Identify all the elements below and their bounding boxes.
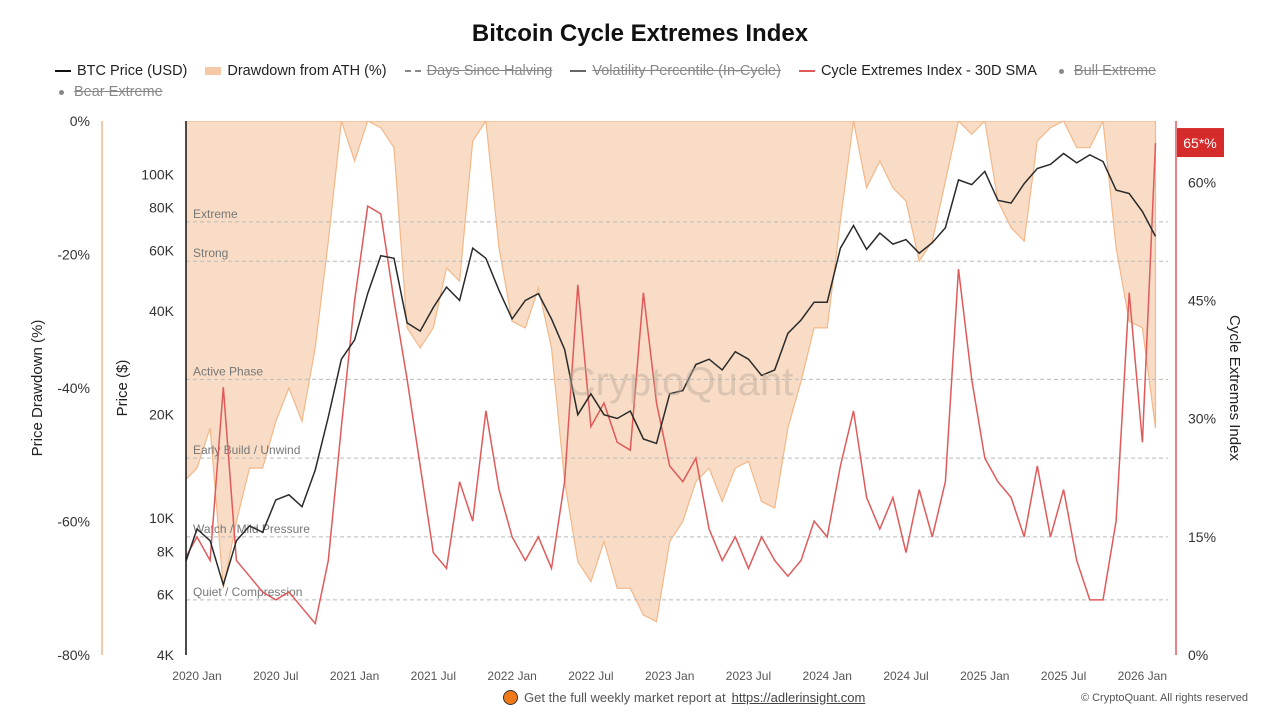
x-tick-label: 2022 Jan: [487, 669, 536, 683]
price-tick-label: 60K: [149, 243, 175, 259]
drawdown-tick-label: -20%: [57, 247, 90, 263]
drawdown-axis-title: Price Drawdown (%): [29, 320, 46, 457]
price-tick-label: 6K: [157, 586, 175, 602]
price-tick-label: 4K: [157, 647, 175, 663]
legend-row-2: Bear Extreme: [55, 84, 163, 100]
price-tick-label: 10K: [149, 510, 175, 526]
copyright: © CryptoQuant. All rights reserved: [1080, 692, 1248, 704]
price-tick-label: 80K: [149, 200, 175, 216]
threshold-label: Watch / Mild Pressure: [193, 522, 310, 536]
legend-label: BTC Price (USD): [77, 63, 188, 79]
footer-link[interactable]: https://adlerinsight.com: [731, 690, 866, 705]
line-swatch-icon: [798, 70, 815, 72]
chart-title: Bitcoin Cycle Extremes Index: [471, 20, 809, 47]
logo-dot-icon: [503, 690, 518, 705]
legend-label: Bull Extreme: [1073, 63, 1157, 79]
index-tick-label: 45%: [1188, 293, 1216, 309]
cycle-extremes-index-line: [186, 143, 1157, 626]
threshold-label: Active Phase: [193, 364, 263, 378]
price-tick-label: 20K: [149, 407, 175, 423]
price-tick-label: 8K: [157, 544, 175, 560]
legend: BTC Price (USD) Drawdown from ATH (%) Da…: [55, 63, 1156, 79]
area-swatch-icon: [205, 67, 222, 75]
footer: Get the full weekly market report at htt…: [503, 690, 865, 705]
price-axis-title: Price ($): [114, 360, 131, 417]
watermark: CryptoQuant: [567, 360, 794, 404]
threshold-label: Early Build / Unwind: [193, 443, 300, 457]
legend-item-days-since-halving[interactable]: Days Since Halving: [404, 63, 553, 79]
legend-label: Volatility Percentile (In-Cycle): [592, 63, 781, 79]
x-tick-label: 2024 Jul: [883, 669, 928, 683]
current-value-badge: [1177, 128, 1224, 158]
legend-label: Drawdown from ATH (%): [227, 63, 387, 79]
drawdown-tick-label: -60%: [57, 514, 90, 530]
x-tick-label: 2021 Jan: [330, 669, 379, 683]
drawdown-area: [186, 121, 1157, 623]
dot-swatch-icon: [59, 89, 64, 95]
x-tick-label: 2023 Jan: [645, 669, 694, 683]
threshold-label: Quiet / Compression: [193, 585, 302, 599]
index-axis-title: Cycle Extremes Index: [1226, 315, 1243, 461]
legend-label: Bear Extreme: [74, 84, 163, 100]
x-tick-label: 2020 Jan: [172, 669, 221, 683]
legend-item-bear-extreme[interactable]: Bear Extreme: [55, 84, 163, 100]
x-tick-label: 2024 Jan: [803, 669, 852, 683]
threshold-label: Extreme: [193, 207, 238, 221]
legend-label: Cycle Extremes Index - 30D SMA: [820, 63, 1037, 79]
legend-item-btc-price[interactable]: BTC Price (USD): [55, 63, 187, 79]
dot-swatch-icon: [1058, 68, 1064, 74]
x-tick-label: 2026 Jan: [1118, 669, 1167, 683]
legend-item-drawdown[interactable]: Drawdown from ATH (%): [205, 63, 387, 79]
threshold-label: Strong: [193, 246, 228, 260]
x-tick-label: 2025 Jan: [960, 669, 1009, 683]
x-tick-label: 2025 Jul: [1041, 669, 1086, 683]
legend-label: Days Since Halving: [426, 63, 553, 79]
index-tick-label: 30%: [1188, 411, 1216, 427]
legend-item-bull-extreme[interactable]: Bull Extreme: [1055, 63, 1156, 79]
footer-text: Get the full weekly market report at: [524, 690, 726, 705]
line-swatch-icon: [55, 70, 71, 72]
current-value-badge-label: 65*%: [1183, 135, 1216, 151]
x-tick-label: 2022 Jul: [568, 669, 613, 683]
drawdown-tick-label: -40%: [57, 380, 90, 396]
x-tick-label: 2021 Jul: [411, 669, 456, 683]
btc-price-line: [186, 152, 1157, 588]
line-swatch-icon: [570, 70, 587, 72]
price-tick-label: 100K: [141, 166, 174, 182]
legend-item-volatility-percentile[interactable]: Volatility Percentile (In-Cycle): [570, 63, 781, 79]
index-tick-label: 60%: [1188, 174, 1216, 190]
x-tick-label: 2020 Jul: [253, 669, 298, 683]
dash-swatch-icon: [404, 70, 421, 72]
index-tick-label: 0%: [1188, 647, 1208, 663]
legend-item-cycle-extremes-index[interactable]: Cycle Extremes Index - 30D SMA: [798, 63, 1037, 79]
price-tick-label: 40K: [149, 303, 175, 319]
drawdown-tick-label: -80%: [57, 647, 90, 663]
index-tick-label: 15%: [1188, 529, 1216, 545]
drawdown-tick-label: 0%: [70, 113, 90, 129]
x-tick-label: 2023 Jul: [726, 669, 771, 683]
